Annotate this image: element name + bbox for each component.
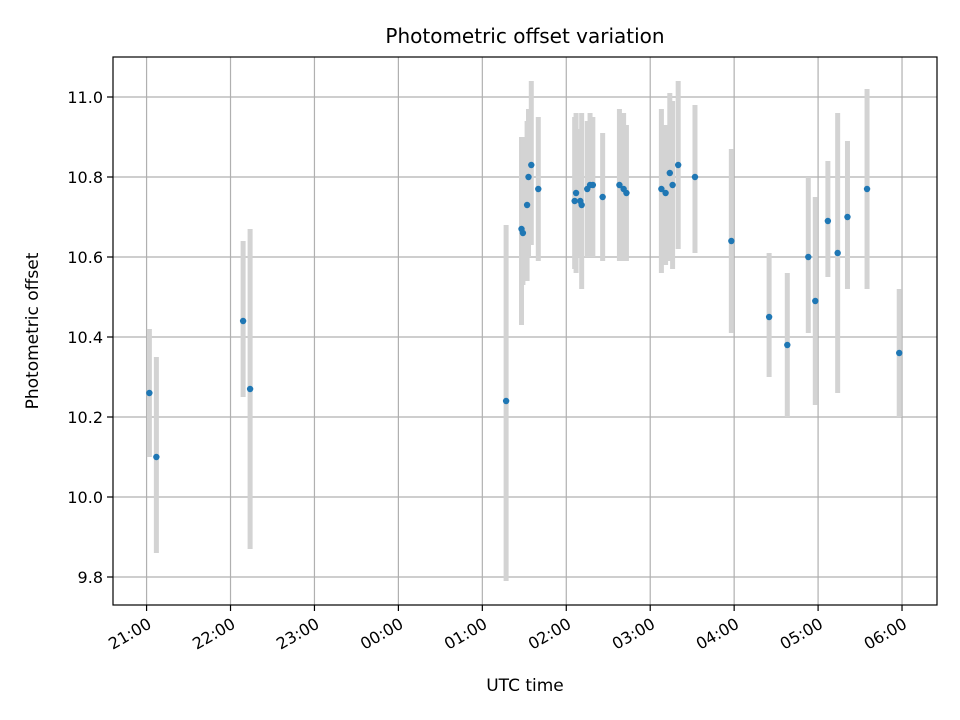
- data-point: [691, 173, 699, 181]
- data-point: [666, 169, 673, 177]
- data-point: [824, 217, 832, 225]
- data-point: [535, 185, 542, 193]
- data-point: [528, 161, 535, 169]
- y-tick-label: 10.6: [67, 248, 103, 267]
- data-point: [146, 389, 153, 397]
- y-tick-label: 9.8: [78, 568, 103, 587]
- data-point: [674, 161, 682, 169]
- data-point: [246, 385, 254, 393]
- data-point: [863, 185, 871, 193]
- data-point: [589, 181, 597, 189]
- data-point: [844, 213, 851, 221]
- y-tick-label: 10.2: [67, 408, 103, 427]
- data-point: [662, 189, 669, 197]
- data-point: [523, 201, 531, 209]
- data-point: [502, 397, 510, 405]
- data-point: [658, 185, 665, 193]
- data-point: [239, 317, 247, 325]
- data-point: [669, 181, 676, 189]
- data-point: [728, 237, 735, 245]
- data-point: [578, 201, 585, 209]
- data-point: [623, 189, 630, 197]
- data-point: [805, 253, 812, 261]
- data-points: [146, 161, 903, 461]
- plot-area-frame: [112, 56, 938, 606]
- data-point: [525, 173, 532, 181]
- chart-title: Photometric offset variation: [385, 24, 664, 48]
- data-point: [896, 349, 903, 357]
- y-tick-label: 10.4: [67, 328, 103, 347]
- data-point: [784, 341, 791, 349]
- x-axis-title: UTC time: [486, 676, 564, 696]
- data-point: [153, 453, 160, 461]
- y-tick-label: 10.8: [67, 168, 103, 187]
- y-tick-label: 11.0: [67, 88, 103, 107]
- data-point: [519, 229, 527, 237]
- y-tick-label: 10.0: [67, 488, 103, 507]
- y-axis-ticks: 9.8 10.0 10.2 10.4 10.6 10.8 11.0: [67, 88, 113, 587]
- y-axis-title: Photometric offset: [23, 252, 43, 409]
- data-point: [812, 297, 819, 305]
- data-point: [765, 313, 773, 321]
- data-point: [834, 249, 841, 257]
- data-point: [571, 197, 578, 205]
- data-point: [572, 189, 580, 197]
- data-point: [616, 181, 623, 189]
- data-point: [599, 193, 606, 201]
